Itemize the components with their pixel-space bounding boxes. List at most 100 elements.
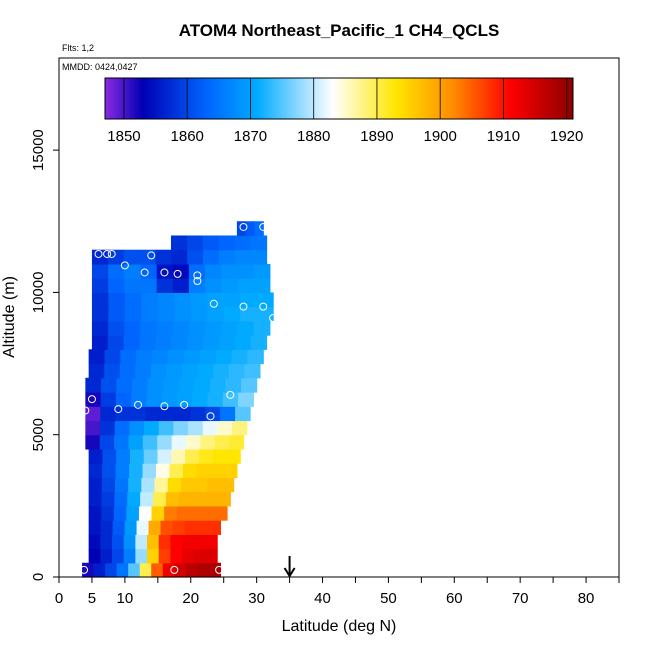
curtain-cell [197, 562, 210, 578]
sample-point [81, 406, 90, 415]
curtain-cell [128, 434, 144, 450]
curtain-cell [88, 477, 103, 493]
curtain-cell [85, 420, 101, 436]
curtain-cell [156, 278, 174, 293]
curtain-cell [222, 392, 239, 407]
curtain-cell [205, 320, 222, 336]
curtain-cell [202, 235, 220, 251]
curtain-cell [170, 534, 183, 550]
curtain-cell [85, 392, 102, 407]
sample-point [160, 402, 169, 411]
curtain-cell [160, 520, 174, 535]
sample-point [239, 222, 248, 231]
curtain-cell [100, 534, 113, 550]
curtain-cell [124, 320, 142, 336]
curtain-cell [240, 292, 258, 308]
sample-point [114, 405, 123, 414]
curtain-cell [100, 420, 116, 436]
arrow-head [283, 567, 296, 578]
curtain-cell [171, 235, 188, 251]
curtain-cell [123, 249, 141, 265]
curtain-cell [185, 434, 201, 450]
curtain-cell [88, 349, 106, 365]
curtain-cell [214, 434, 230, 450]
curtain-cell [136, 520, 150, 535]
curtain-cell [171, 249, 188, 265]
curtain-cell [100, 406, 116, 422]
curtain-cell [236, 221, 247, 237]
curtain-cell [140, 263, 158, 279]
curtain-cell [187, 249, 204, 265]
colorbar-tick-label: 1890 [360, 128, 393, 145]
x-tick-label: 40 [314, 590, 331, 607]
curtain-cell [253, 263, 271, 279]
curtain-cell [91, 335, 109, 350]
curtain-cell [254, 221, 264, 237]
curtain-cell [256, 292, 274, 308]
curtain-cell [88, 534, 101, 550]
curtain-cell [238, 392, 254, 407]
curtain-cell [91, 263, 109, 279]
curtain-cell [175, 406, 191, 422]
curtain-cell [226, 448, 241, 464]
curtain-cell [146, 392, 163, 407]
curtain-cell [173, 420, 189, 436]
curtain-cell [237, 278, 255, 293]
curtain-cell [182, 534, 195, 550]
curtain-cell [166, 363, 183, 379]
curtain-cell [114, 434, 130, 450]
curtain-cell [123, 335, 141, 350]
sample-point [134, 400, 143, 409]
curtain-cell [91, 292, 110, 308]
curtain-cell [145, 406, 161, 422]
sample-point [103, 249, 112, 258]
curtain-cell [128, 562, 141, 578]
curtain-cell [124, 278, 142, 293]
curtain-cell [253, 278, 271, 293]
sample-point [160, 268, 169, 277]
curtain-cell [162, 562, 175, 578]
curtain-cell [151, 505, 165, 521]
curtain-cell [253, 320, 271, 336]
sample-point [107, 249, 116, 258]
curtain-cell [188, 420, 204, 436]
curtain-cell [88, 363, 105, 379]
colorbar-tick-label: 1850 [107, 128, 140, 145]
curtain-cell [139, 562, 152, 578]
curtain-cell [131, 392, 148, 407]
curtain-cell [104, 363, 121, 379]
curtain-cell [185, 562, 198, 578]
colorbar-tick-label: 1880 [297, 128, 330, 145]
x-tick-label: 50 [380, 590, 397, 607]
curtain-cell [225, 377, 242, 393]
curtain-cell [88, 463, 103, 478]
flights-annotation: Flts: 1,2 [62, 43, 94, 53]
curtain-cell [200, 434, 216, 450]
curtain-cell [148, 520, 162, 535]
curtain-cell [102, 448, 117, 464]
curtain-cell [205, 278, 222, 293]
x-axis-label: Latitude (deg N) [282, 618, 397, 635]
curtain-cell [123, 534, 136, 550]
curtain-cell [101, 491, 116, 507]
curtain-cell [217, 420, 233, 436]
curtain-cell [218, 249, 236, 265]
curtain-cell [101, 505, 115, 521]
curtain-cell [135, 548, 148, 564]
curtain-cell [182, 463, 198, 478]
curtain-cell [115, 392, 132, 407]
curtain-cell [205, 263, 222, 279]
curtain-cell [101, 477, 116, 493]
sample-point [193, 271, 202, 280]
curtain-cell [88, 520, 102, 535]
curtain-cell [99, 434, 115, 450]
curtain-cell [157, 306, 175, 322]
curtain-cell [140, 278, 158, 293]
curtain-cell [124, 292, 142, 308]
sample-point [173, 269, 182, 278]
curtain-cell [199, 349, 217, 365]
curtain-cell [108, 292, 126, 308]
curtain-cell [187, 335, 204, 350]
curtain-cell [116, 562, 129, 578]
curtain-cell [214, 505, 228, 521]
